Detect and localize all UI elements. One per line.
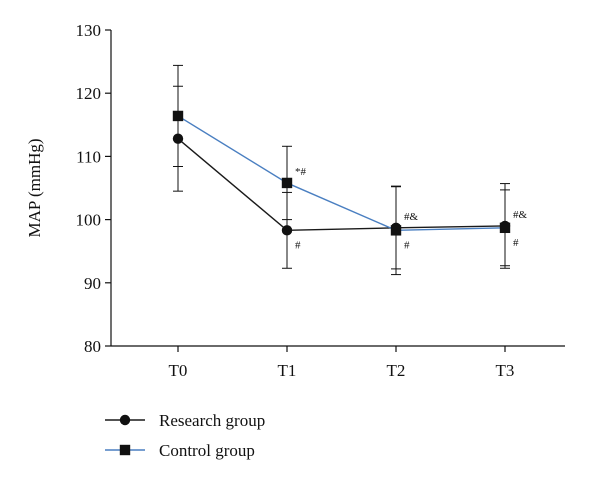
x-tick-label-t3: T3 [496,361,515,380]
x-tick-label-t0: T0 [169,361,188,380]
y-tick-label-80: 80 [84,337,101,356]
y-tick-label-90: 90 [84,274,101,293]
annotation-control-group-t2: # [404,239,410,251]
x-tick-label-t1: T1 [278,361,297,380]
research-group-line [177,138,506,232]
y-axis-label: MAP (mmHg) [25,138,44,237]
y-tick-label-100: 100 [76,211,102,230]
control-group-point-t2 [390,225,402,236]
legend-research-group-label: Research group [159,411,265,430]
annotation-research-group-t3: #& [513,209,528,221]
series-layer [172,64,511,276]
annotation-control-group-t1: *# [295,166,307,178]
legend-research-group-marker [119,414,131,426]
y-tick-label-110: 110 [76,147,101,166]
y-tick-label-120: 120 [76,84,102,103]
control-group-point-t3 [499,222,511,234]
annotation-control-group-t3: # [513,237,519,249]
legend-control-group-label: Control group [159,441,255,460]
annotation-research-group-t1: # [295,239,301,251]
legend-control-group-marker [119,444,131,456]
annotation-research-group-t2: #& [404,211,419,223]
x-tick-label-t2: T2 [387,361,406,380]
y-tick-label-130: 130 [76,21,102,40]
legend: Research group Control group [105,411,265,460]
control-group-line [177,115,506,232]
control-group-point-t1 [281,177,293,189]
research-group-point-t1 [281,225,293,236]
annotation-layer: *# # #& # #& # [295,166,528,251]
axes-layer: 80 90 100 110 120 130 T0 T1 T2 T3 MAP (mmHg) [25,21,565,380]
control-group-point-t0 [172,110,184,122]
